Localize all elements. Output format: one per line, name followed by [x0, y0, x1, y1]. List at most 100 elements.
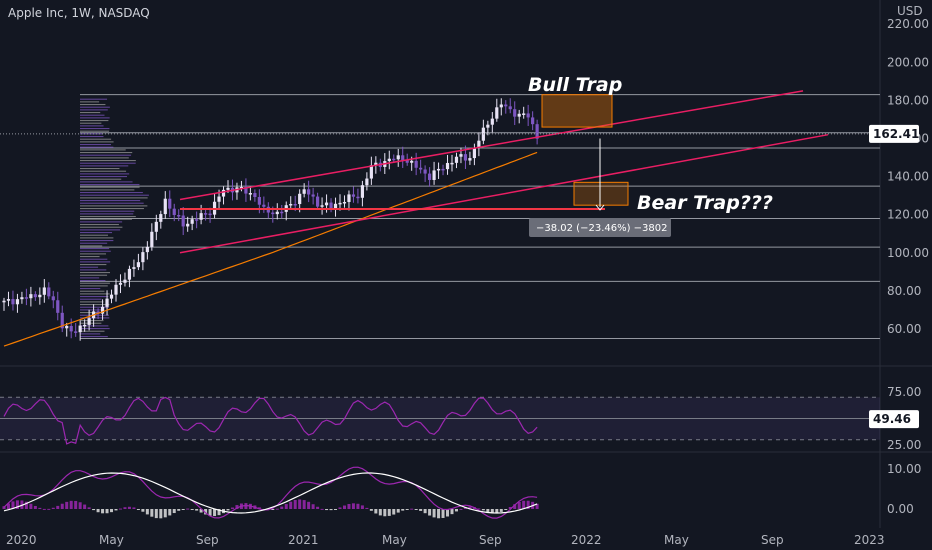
candle-body — [60, 312, 64, 329]
macd-histogram-bar — [374, 509, 378, 514]
candle-body — [477, 140, 481, 148]
candle-body — [450, 162, 454, 165]
macd-histogram-bar — [441, 509, 445, 518]
x-tick-label: 2022 — [571, 533, 602, 547]
macd-histogram-bar — [428, 509, 432, 516]
macd-histogram-bar — [387, 509, 391, 516]
volume-profile-bar — [80, 237, 114, 239]
macd-histogram-bar — [136, 509, 140, 510]
macd-histogram-bar — [517, 501, 521, 509]
macd-histogram-bar — [450, 509, 454, 515]
candle-body — [47, 287, 51, 297]
macd-histogram-bar — [490, 509, 494, 514]
macd-histogram-bar — [522, 500, 526, 509]
candle-body — [262, 204, 266, 207]
macd-histogram-bar — [454, 509, 458, 512]
volume-profile-bar — [80, 266, 99, 268]
candle-body — [468, 158, 472, 161]
volume-profile-bar — [80, 253, 107, 255]
macd-histogram-bar — [302, 500, 306, 509]
volume-profile-bar — [80, 240, 114, 242]
macd-histogram-bar — [213, 509, 217, 517]
rsi-line — [3, 396, 538, 445]
candle-body — [522, 113, 526, 115]
candle-body — [154, 221, 158, 232]
volume-profile-bar — [80, 282, 110, 284]
macd-histogram-bar — [342, 505, 346, 509]
candle-body — [56, 300, 60, 313]
macd-histogram-bar — [163, 509, 167, 518]
macd-histogram-bar — [351, 503, 355, 509]
candle-body — [29, 294, 33, 299]
macd-histogram-bar — [60, 503, 64, 509]
volume-profile-bar — [80, 117, 110, 119]
volume-profile-bar — [80, 178, 122, 180]
candle-body — [436, 168, 441, 171]
candle-body — [127, 268, 132, 280]
candle-body — [293, 203, 297, 206]
candle-body — [419, 167, 423, 170]
volume-profile-bar — [80, 298, 102, 300]
candle-body — [15, 299, 20, 305]
volume-profile-bar — [80, 213, 134, 215]
measure-label-box — [529, 218, 671, 237]
macd-histogram-bar — [383, 509, 387, 517]
volume-profile-bar — [80, 138, 112, 140]
volume-profile-bar — [80, 288, 101, 290]
price-tick-label: 200.00 — [887, 55, 929, 69]
macd-histogram-bar — [307, 501, 311, 509]
volume-profile-bar — [80, 301, 104, 303]
candle-body — [405, 160, 409, 163]
volume-profile-bar — [80, 290, 105, 292]
volume-profile-bar — [80, 208, 144, 210]
volume-profile-bar — [80, 192, 143, 194]
candle-body — [459, 154, 463, 157]
volume-profile-bar — [80, 280, 106, 282]
macd-histogram-bar — [329, 509, 333, 511]
macd-histogram-bar — [293, 499, 297, 509]
volume-profile-bar — [80, 197, 148, 199]
candle-body — [495, 107, 499, 119]
candle-body — [365, 178, 369, 186]
macd-histogram-bar — [378, 509, 382, 516]
volume-profile-bar — [80, 274, 108, 276]
macd-histogram-bar — [56, 505, 60, 509]
macd-histogram-bar — [150, 509, 154, 517]
volume-profile-bar — [80, 151, 133, 154]
macd-histogram-bar — [141, 509, 145, 512]
x-tick-label: May — [99, 533, 124, 547]
candle-body — [257, 197, 261, 205]
volume-profile-bar — [80, 165, 129, 167]
candle-body — [118, 282, 123, 285]
volume-profile-bar — [80, 216, 136, 218]
macd-histogram-bar — [127, 506, 131, 509]
macd-histogram-bar — [47, 508, 51, 510]
candle-body — [100, 306, 105, 314]
price-tick-label: 220.00 — [887, 17, 929, 31]
candle-body — [324, 202, 329, 206]
x-tick-label: Sep — [479, 533, 502, 547]
macd-histogram-bar — [495, 509, 499, 514]
macd-histogram-bar — [69, 500, 73, 509]
candle-body — [208, 213, 212, 216]
macd-histogram-bar — [499, 509, 503, 512]
candle-body — [24, 297, 28, 299]
candle-body — [141, 252, 145, 263]
upper-trend-line — [179, 90, 804, 201]
candle-body — [163, 198, 167, 215]
volume-profile-bar — [80, 330, 105, 332]
volume-profile-bar — [80, 186, 140, 188]
candle-body — [123, 279, 127, 283]
candle-body — [360, 185, 364, 198]
candle-body — [289, 203, 293, 206]
macd-histogram-bar — [284, 504, 288, 509]
candle-body — [396, 155, 400, 160]
macd-histogram-bar — [257, 507, 261, 509]
macd-histogram-bar — [432, 509, 436, 518]
macd-histogram-bar — [2, 506, 6, 509]
candle-body — [338, 202, 342, 205]
price-tick-label: 140.00 — [887, 170, 929, 184]
macd-histogram-bar — [325, 509, 329, 511]
